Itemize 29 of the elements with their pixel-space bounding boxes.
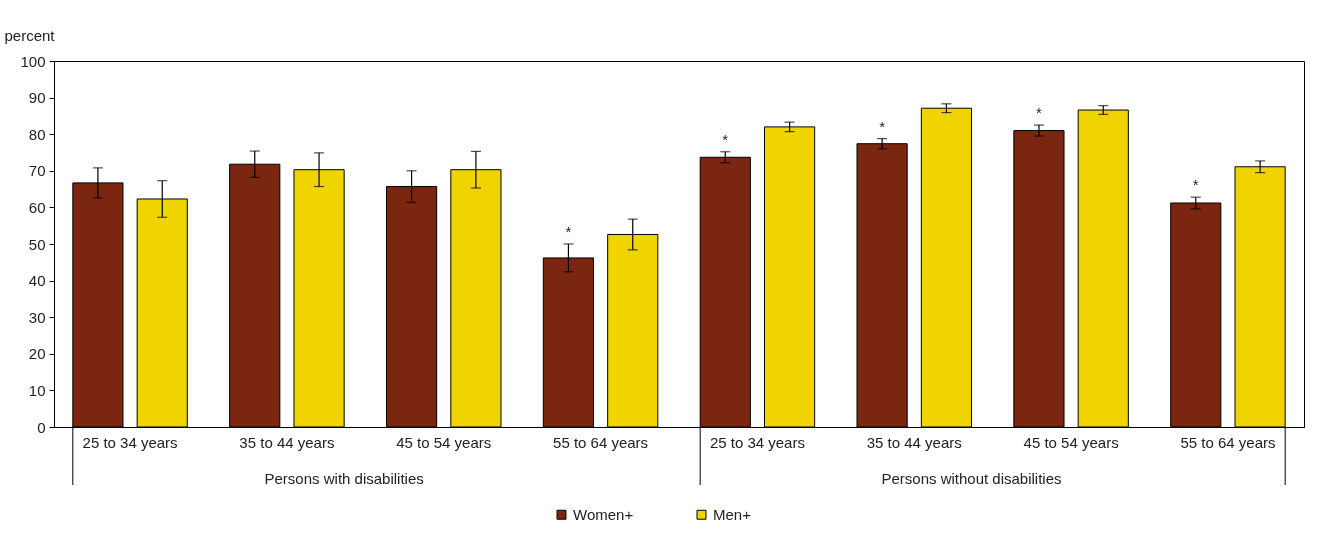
y-tick-label: 100 <box>20 52 46 70</box>
x-tick-label: 35 to 44 years <box>239 433 335 451</box>
legend-label: Women+ <box>573 505 634 523</box>
legend-label: Men+ <box>713 505 752 523</box>
y-tick-label: 40 <box>28 272 46 290</box>
data-label: * <box>565 223 572 240</box>
y-tick-label: 10 <box>28 381 46 399</box>
data-label: * <box>1192 176 1199 194</box>
y-tick-label: 90 <box>28 89 46 107</box>
y-tick-label: 50 <box>28 235 46 253</box>
y-tick-label: 60 <box>28 198 46 216</box>
text: Persons with disabilities <box>264 470 424 487</box>
x-tick-label: 45 to 54 years <box>1023 433 1119 451</box>
y-axis-title: percent <box>4 26 56 44</box>
x-tick-label: 55 to 64 years <box>1180 433 1276 451</box>
x-tick-label: 55 to 64 years <box>553 433 649 451</box>
x-tick-label: 45 to 54 years <box>396 433 492 451</box>
y-tick-label: 0 <box>37 418 46 436</box>
y-tick-label: 70 <box>28 162 46 180</box>
data-label: * <box>879 117 886 135</box>
text: Persons without disabilities <box>881 470 1062 487</box>
x-tick-label: 25 to 34 years <box>709 433 805 451</box>
x-tick-label: 25 to 34 years <box>82 433 178 451</box>
data-label: * <box>722 130 729 148</box>
y-tick-label: 80 <box>28 125 46 143</box>
data-label: * <box>1036 104 1043 122</box>
y-tick-label: 20 <box>28 345 46 363</box>
y-tick-label: 30 <box>28 308 46 326</box>
x-tick-label: 35 to 44 years <box>866 433 962 451</box>
